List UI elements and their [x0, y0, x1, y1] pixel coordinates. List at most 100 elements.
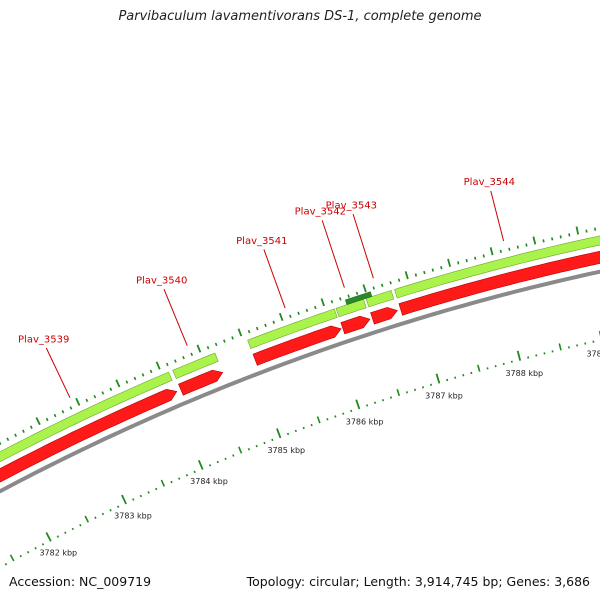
accession-text: Accession: NC_009719	[9, 574, 152, 589]
scale-tick	[9, 554, 15, 562]
outer-tick	[516, 245, 519, 249]
outer-tick	[223, 339, 226, 343]
scale-tick	[178, 477, 181, 480]
outer-tick	[594, 227, 597, 231]
small-feature-marker	[344, 291, 373, 306]
gene-label: Plav_3543	[326, 200, 377, 211]
outer-tick	[339, 297, 342, 301]
gene-label: Plav_3540	[136, 276, 187, 287]
scale-tick	[435, 373, 441, 384]
scale-tick	[477, 364, 481, 372]
scale-tick	[160, 479, 166, 487]
scale-tick	[56, 535, 60, 538]
scale-tick	[238, 446, 243, 454]
scale-tick	[446, 378, 449, 382]
scale-tick	[255, 444, 258, 448]
outer-tick	[231, 336, 234, 340]
kbp-label: 3785 kbp	[267, 446, 305, 455]
scale-tick	[381, 398, 385, 402]
scale-tick	[494, 364, 497, 368]
scale-tick	[45, 532, 52, 542]
scale-tick	[216, 460, 219, 464]
outer-tick	[6, 437, 10, 441]
outer-tick	[525, 243, 528, 247]
outer-tick	[404, 271, 409, 280]
label-leader	[163, 289, 188, 346]
scale-tick	[71, 527, 75, 531]
scale-tick	[462, 374, 465, 377]
scale-tick	[4, 562, 8, 566]
feature-band-plav_3544	[394, 235, 600, 299]
scale-tick	[405, 391, 409, 394]
outer-tick	[499, 249, 502, 254]
kbp-label: 3788 kbp	[505, 369, 543, 378]
scale-tick	[276, 428, 282, 439]
scale-tick	[551, 350, 554, 353]
scale-tick	[454, 376, 457, 379]
scale-tick	[286, 432, 290, 436]
scale-tick	[527, 356, 530, 359]
scale-tick	[64, 531, 67, 534]
kbp-label: 3789 kbp	[586, 350, 600, 359]
scale-tick	[139, 494, 143, 498]
scale-tick	[584, 342, 587, 345]
outer-tick	[125, 380, 129, 384]
gene-arrow-plav_3540	[178, 369, 224, 396]
scale-tick	[592, 340, 595, 343]
scale-tick	[109, 509, 112, 512]
outer-tick	[165, 362, 169, 367]
gene-arrow-plav_3544	[398, 250, 600, 316]
outer-tick	[585, 229, 588, 233]
scale-tick	[84, 515, 90, 523]
outer-tick	[465, 258, 468, 263]
outer-tick	[53, 413, 57, 418]
outer-tick	[182, 355, 185, 360]
outer-tick	[542, 239, 545, 243]
outer-tick	[237, 328, 243, 337]
scale-tick	[302, 426, 305, 430]
scale-tick	[101, 512, 105, 516]
outer-tick	[141, 373, 145, 377]
gene-label: Plav_3539	[18, 335, 69, 346]
outer-tick	[559, 235, 562, 239]
outer-tick	[423, 270, 426, 275]
labels: 3782 kbp 3783 kbp 3784 kbp 3785 kbp 3786 kbp…	[18, 177, 600, 558]
outer-tick	[347, 294, 350, 298]
feature-band-plav_3539	[0, 371, 173, 463]
outer-tick	[489, 247, 494, 256]
outer-tick	[330, 300, 334, 304]
scale-tick	[34, 547, 37, 550]
outer-tick	[397, 278, 401, 282]
scale-tick	[271, 438, 274, 442]
scale-tick	[326, 418, 329, 421]
feature-band-plav_3540	[172, 352, 219, 379]
outer-tick	[115, 379, 121, 388]
scale-tick	[316, 416, 321, 424]
outer-tick	[75, 397, 81, 406]
genome-title: Parvibaculum lavamentivorans DS-1, compl…	[118, 9, 482, 24]
outer-tick	[440, 265, 443, 270]
kbp-label: 3786 kbp	[346, 417, 384, 426]
kbp-label: 3784 kbp	[190, 477, 228, 486]
outer-tick	[109, 387, 113, 391]
outer-tick	[305, 308, 309, 313]
kbp-label: 3782 kbp	[39, 549, 77, 558]
gene-label: Plav_3542	[295, 207, 346, 218]
scale-tick	[355, 399, 361, 410]
genome-summary-text: Topology: circular; Length: 3,914,745 bp…	[246, 574, 590, 589]
outer-tick	[214, 342, 218, 347]
gene-label: Plav_3541	[236, 236, 287, 247]
scale-tick	[193, 470, 196, 474]
outer-tick	[314, 305, 317, 310]
outer-tick	[61, 410, 65, 414]
outer-tick	[551, 237, 554, 241]
outer-tick	[14, 433, 18, 437]
scale-tick	[389, 396, 393, 399]
gene-arrow-plav_3543	[370, 307, 398, 325]
outer-tick	[93, 394, 97, 399]
outer-tick	[532, 236, 537, 245]
outer-tick	[69, 406, 73, 410]
gene-arrow-plav_3542	[340, 315, 371, 335]
scale-tick	[94, 516, 97, 519]
